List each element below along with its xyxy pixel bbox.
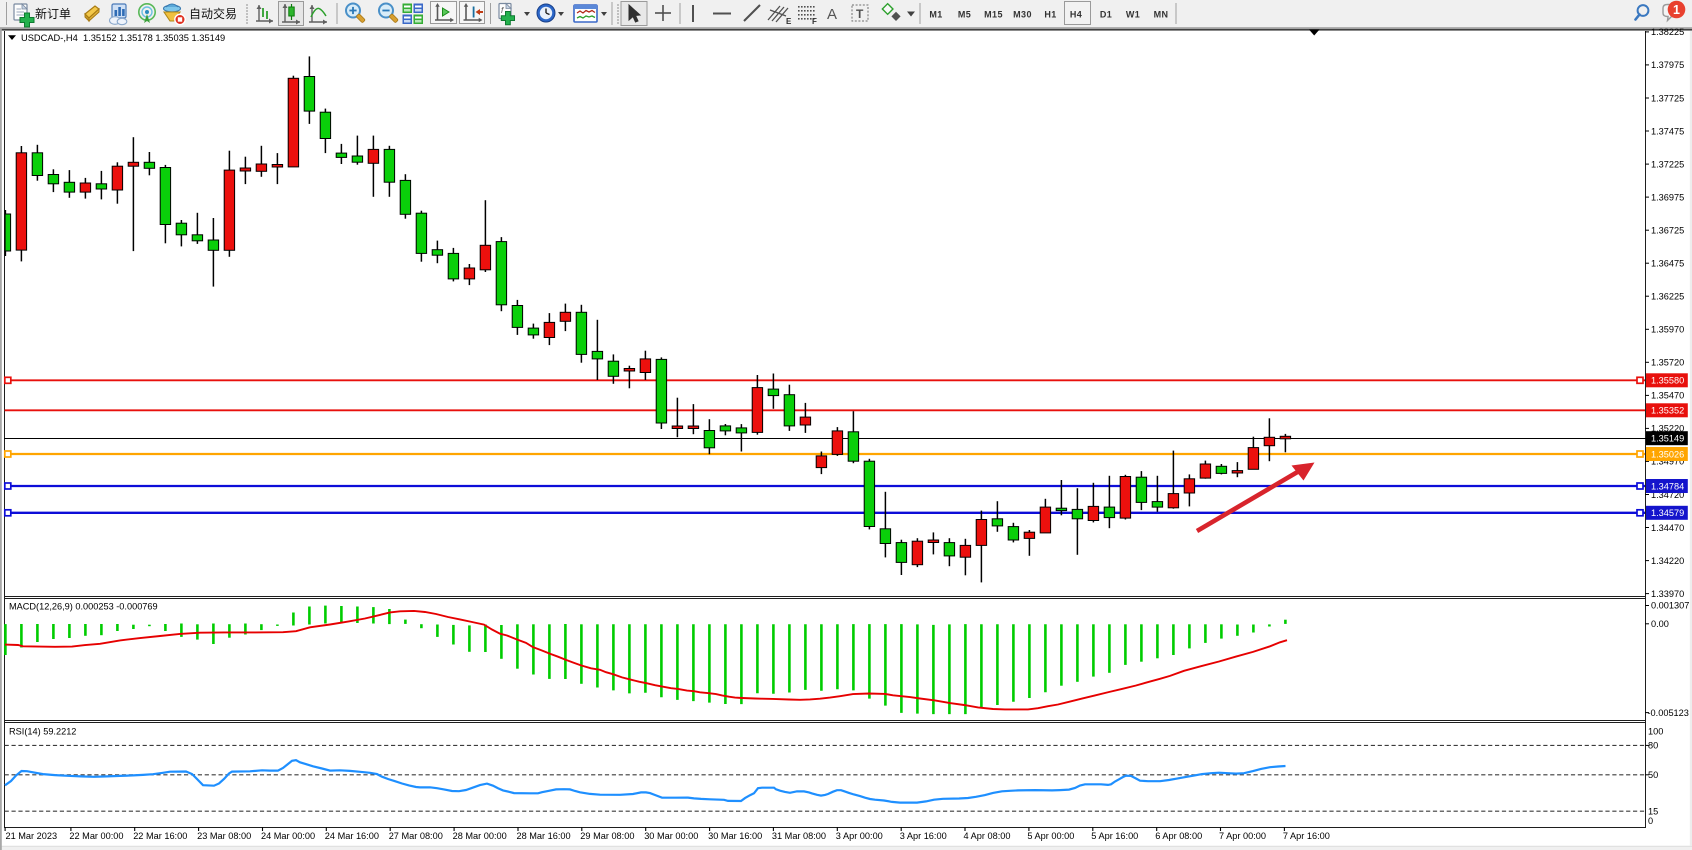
svg-text:USDCAD-,H4 1.35152 1.35178 1.: USDCAD-,H4 1.35152 1.35178 1.35035 1.351… (21, 33, 225, 43)
svg-text:100: 100 (1648, 726, 1663, 736)
svg-text:21 Mar 2023: 21 Mar 2023 (6, 831, 58, 841)
svg-text:H1: H1 (1044, 9, 1056, 19)
svg-text:M15: M15 (984, 9, 1003, 19)
svg-text:MN: MN (1154, 9, 1169, 19)
svg-text:-0.005123: -0.005123 (1648, 708, 1689, 718)
svg-text:1.35580: 1.35580 (1651, 376, 1684, 386)
svg-text:1.35149: 1.35149 (1651, 434, 1684, 444)
svg-text:30 Mar 00:00: 30 Mar 00:00 (644, 831, 698, 841)
svg-text:1.35970: 1.35970 (1651, 325, 1684, 335)
svg-text:H4: H4 (1070, 9, 1082, 19)
svg-text:24 Mar 16:00: 24 Mar 16:00 (325, 831, 379, 841)
svg-text:1.37225: 1.37225 (1651, 159, 1684, 169)
svg-text:自动交易: 自动交易 (189, 6, 237, 21)
svg-text:D1: D1 (1100, 9, 1112, 19)
svg-text:1.34470: 1.34470 (1651, 523, 1684, 533)
svg-text:1: 1 (1673, 3, 1680, 17)
svg-text:1.36475: 1.36475 (1651, 259, 1684, 269)
svg-text:M1: M1 (929, 9, 942, 19)
svg-text:50: 50 (1648, 770, 1658, 780)
svg-text:T: T (856, 7, 864, 21)
svg-text:3 Apr 00:00: 3 Apr 00:00 (836, 831, 883, 841)
svg-text:15: 15 (1648, 807, 1658, 817)
svg-text:RSI(14) 59.2212: RSI(14) 59.2212 (9, 727, 76, 737)
svg-text:31 Mar 08:00: 31 Mar 08:00 (772, 831, 826, 841)
svg-text:30 Mar 16:00: 30 Mar 16:00 (708, 831, 762, 841)
svg-text:1.36975: 1.36975 (1651, 192, 1684, 202)
svg-text:f: f (501, 6, 504, 15)
svg-text:23 Mar 08:00: 23 Mar 08:00 (197, 831, 251, 841)
svg-text:22 Mar 00:00: 22 Mar 00:00 (69, 831, 123, 841)
svg-text:1.35720: 1.35720 (1651, 358, 1684, 368)
svg-text:A: A (827, 6, 837, 23)
svg-text:0.001307: 0.001307 (1651, 601, 1689, 611)
svg-text:M30: M30 (1013, 9, 1032, 19)
svg-text:1.37475: 1.37475 (1651, 126, 1684, 136)
svg-text:3 Apr 16:00: 3 Apr 16:00 (900, 831, 947, 841)
svg-text:28 Mar 16:00: 28 Mar 16:00 (517, 831, 571, 841)
svg-text:1.35026: 1.35026 (1651, 449, 1684, 459)
svg-text:1.34220: 1.34220 (1651, 556, 1684, 566)
svg-text:1.35352: 1.35352 (1651, 406, 1684, 416)
svg-text:29 Mar 08:00: 29 Mar 08:00 (580, 831, 634, 841)
svg-text:1.35470: 1.35470 (1651, 391, 1684, 401)
svg-text:1.33970: 1.33970 (1651, 589, 1684, 599)
svg-text:1.38225: 1.38225 (1651, 27, 1684, 37)
svg-text:5 Apr 16:00: 5 Apr 16:00 (1091, 831, 1138, 841)
svg-text:0.00: 0.00 (1651, 619, 1669, 629)
svg-text:24 Mar 00:00: 24 Mar 00:00 (261, 831, 315, 841)
svg-text:新订单: 新订单 (35, 6, 71, 21)
svg-text:7 Apr 00:00: 7 Apr 00:00 (1219, 831, 1266, 841)
svg-text:7 Apr 16:00: 7 Apr 16:00 (1283, 831, 1330, 841)
svg-text:1.34970: 1.34970 (1651, 457, 1684, 467)
svg-text:1.34720: 1.34720 (1651, 490, 1684, 500)
svg-text:M5: M5 (958, 9, 971, 19)
svg-text:0: 0 (1648, 816, 1653, 826)
svg-text:E: E (786, 17, 792, 26)
svg-text:27 Mar 08:00: 27 Mar 08:00 (389, 831, 443, 841)
svg-text:22 Mar 16:00: 22 Mar 16:00 (133, 831, 187, 841)
svg-text:W1: W1 (1126, 9, 1140, 19)
svg-text:4 Apr 08:00: 4 Apr 08:00 (964, 831, 1011, 841)
svg-text:1.36725: 1.36725 (1651, 226, 1684, 236)
svg-text:28 Mar 00:00: 28 Mar 00:00 (453, 831, 507, 841)
svg-text:1.34784: 1.34784 (1651, 481, 1684, 491)
svg-text:1.37975: 1.37975 (1651, 60, 1684, 70)
svg-text:80: 80 (1648, 741, 1658, 751)
svg-text:1.34579: 1.34579 (1651, 508, 1684, 518)
svg-text:MACD(12,26,9) 0.000253 -0.0007: MACD(12,26,9) 0.000253 -0.000769 (9, 602, 158, 612)
svg-text:6 Apr 08:00: 6 Apr 08:00 (1155, 831, 1202, 841)
svg-text:1.37725: 1.37725 (1651, 93, 1684, 103)
svg-text:5 Apr 00:00: 5 Apr 00:00 (1027, 831, 1074, 841)
svg-text:1.36225: 1.36225 (1651, 292, 1684, 302)
svg-text:F: F (812, 17, 817, 26)
svg-text:1.35220: 1.35220 (1651, 424, 1684, 434)
